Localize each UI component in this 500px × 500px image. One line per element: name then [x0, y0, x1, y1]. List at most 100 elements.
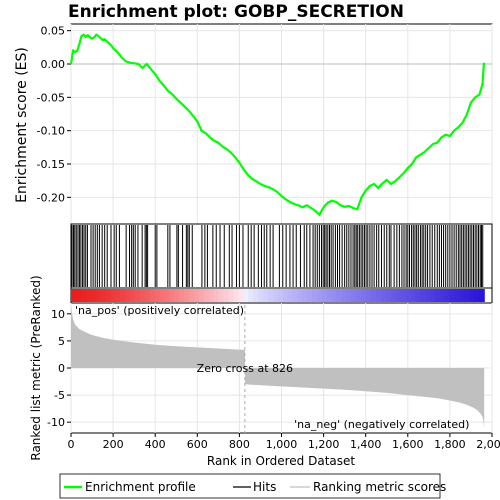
es-ytick-label: -0.05: [37, 91, 65, 104]
rank-panel: 10 5 0 -5 -10 Zero cross at 826 'na_pos' (po…: [29, 275, 493, 461]
colorbar-segment: [321, 289, 328, 302]
x-tick-label: 1,000: [266, 438, 298, 451]
colorbar-segment: [262, 289, 269, 302]
colorbar-segment: [233, 289, 239, 302]
x-tick-label: 600: [187, 438, 208, 451]
x-tick-label: 2,000: [476, 438, 500, 451]
colorbar-segment: [243, 289, 249, 302]
colorbar-segment: [144, 289, 151, 302]
colorbar-segment: [238, 289, 244, 302]
rank-ytick-label: -10: [47, 416, 65, 429]
colorbar-segment: [425, 289, 431, 302]
es-ytick-label: -0.20: [37, 191, 65, 204]
colorbar-segment: [174, 289, 180, 302]
colorbar-segment: [459, 289, 466, 302]
colorbar-segment: [90, 289, 97, 302]
x-axis: 0 200 400 600 800 1,000 1,200 1,400 1,600 1,800 2,…: [68, 433, 500, 451]
colorbar-segment: [125, 289, 131, 302]
colorbar-segment: [479, 289, 485, 302]
colorbar-segment: [208, 289, 215, 302]
colorbar-segment: [110, 289, 116, 302]
rank-ytick-label: 0: [58, 362, 65, 375]
colorbar-segment: [474, 289, 480, 302]
colorbar-segment: [198, 289, 205, 302]
es-ytick-label: 0.05: [41, 25, 66, 38]
colorbar-segment: [415, 289, 421, 302]
x-tick-label: 1,200: [308, 438, 340, 451]
colorbar-segment: [95, 289, 102, 302]
colorbar-segment: [139, 289, 146, 302]
colorbar-segment: [307, 289, 313, 302]
pos-correlated-label: 'na_pos' (positively correlated): [75, 304, 244, 317]
colorbar-segment: [361, 289, 367, 302]
legend-frame: [59, 473, 441, 499]
colorbar-segment: [179, 289, 185, 302]
x-tick-label: 800: [229, 438, 250, 451]
colorbar-segment: [80, 289, 87, 302]
colorbar-segment: [380, 289, 387, 302]
es-ylabel: Enrichment score (ES): [14, 47, 30, 203]
colorbar-segment: [193, 289, 200, 302]
legend: Enrichment profile Hits Ranking metric s…: [59, 473, 446, 499]
colorbar-segment: [395, 289, 402, 302]
x-tick-label: 0: [68, 438, 75, 451]
colorbar-segment: [454, 289, 461, 302]
colorbar-segment: [405, 289, 412, 302]
x-tick-label: 1,400: [350, 438, 382, 451]
colorbar-segment: [149, 289, 156, 302]
colorbar-segment: [248, 289, 254, 302]
colorbar-segment: [120, 289, 126, 302]
colorbar-segment: [154, 289, 161, 302]
colorbar-segment: [134, 289, 141, 302]
colorbar-segment: [277, 289, 284, 302]
es-profile-line: [69, 33, 486, 217]
hits-frame: [70, 223, 493, 289]
colorbar-segment: [75, 289, 82, 302]
colorbar-segment: [439, 289, 446, 302]
colorbar-segment: [189, 289, 195, 302]
colorbar-segment: [228, 289, 234, 302]
colorbar-segment: [351, 289, 357, 302]
colorbar-segment: [449, 289, 456, 302]
colorbar-segment: [253, 289, 259, 302]
colorbar-segment: [390, 289, 397, 302]
colorbar-segment: [159, 289, 166, 302]
colorbar-segment: [410, 289, 416, 302]
x-tick-label: 1,800: [434, 438, 466, 451]
es-ytick-label: 0.00: [41, 58, 66, 71]
colorbar-segment: [312, 289, 318, 302]
colorbar-segment: [400, 289, 407, 302]
legend-hits-label: Hits: [253, 480, 276, 494]
colorbar-segment: [346, 289, 352, 302]
legend-ranking-label: Ranking metric scores: [313, 480, 446, 494]
colorbar-segment: [420, 289, 426, 302]
legend-enrichment-label: Enrichment profile: [85, 480, 196, 494]
colorbar-segment: [218, 289, 225, 302]
colorbar-segment: [100, 289, 107, 302]
colorbar-segment: [282, 289, 289, 302]
colorbar-segment: [213, 289, 220, 302]
colorbar-segment: [257, 289, 264, 302]
chart-title: Enrichment plot: GOBP_SECRETION: [68, 2, 404, 22]
colorbar-segment: [272, 289, 279, 302]
colorbar-segment: [385, 289, 392, 302]
rank-ytick-label: 10: [51, 308, 65, 321]
colorbar-segment: [366, 289, 372, 302]
colorbar-segment: [223, 289, 230, 302]
rank-ylabel: Ranked list metric (PreRanked): [29, 275, 43, 460]
colorbar-segment: [444, 289, 451, 302]
colorbar-segment: [469, 289, 475, 302]
zero-cross-label: Zero cross at 826: [197, 362, 293, 375]
es-ytick-label: -0.10: [37, 125, 65, 138]
colorbar-segment: [375, 289, 382, 302]
hits-panel: [70, 223, 493, 289]
colorbar-segment: [435, 289, 441, 302]
rank-ytick-label: -5: [54, 389, 65, 402]
colorbar-segment: [203, 289, 210, 302]
colorbar-segment: [356, 289, 362, 302]
colorbar-segment: [316, 289, 323, 302]
colorbar-segment: [371, 289, 377, 302]
x-axis-label: Rank in Ordered Dataset: [207, 454, 355, 468]
es-ytick-label: -0.15: [37, 158, 65, 171]
